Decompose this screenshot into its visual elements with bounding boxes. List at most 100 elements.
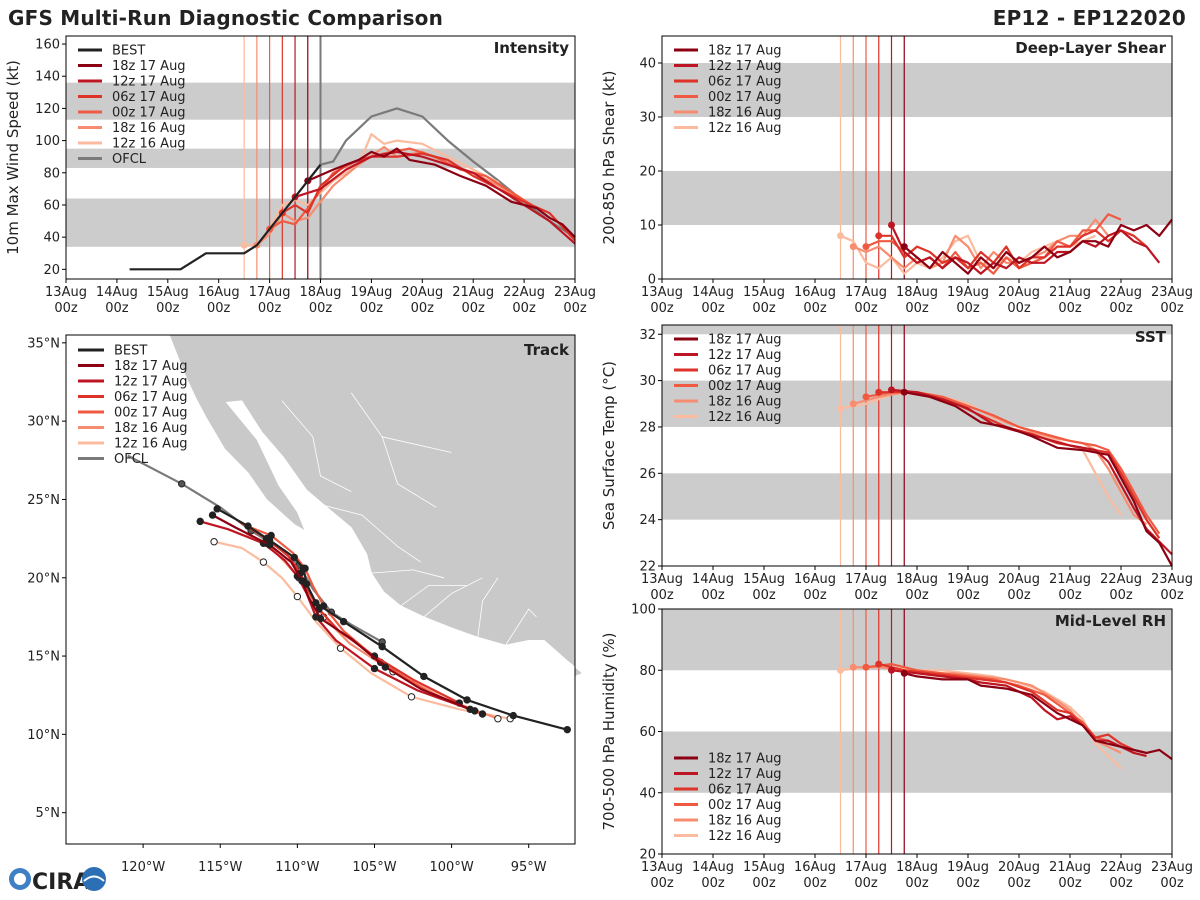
sst-xtick-label: 14Aug bbox=[692, 572, 734, 587]
intensity-ytick-label: 100 bbox=[35, 134, 60, 149]
sst-init-marker bbox=[888, 386, 895, 394]
track-line bbox=[213, 540, 511, 720]
page-title: GFS Multi-Run Diagnostic Comparison bbox=[8, 6, 444, 30]
shear-xtick-label: 14Aug bbox=[692, 285, 734, 300]
intensity-xtick-label: 16Aug bbox=[198, 285, 240, 300]
sst-shade-band bbox=[662, 325, 1172, 335]
track-line bbox=[250, 526, 483, 716]
intensity-legend-label: 12z 17 Aug bbox=[112, 75, 186, 90]
intensity-legend-label: 12z 16 Aug bbox=[112, 137, 186, 152]
sst-xtick-label: 20Aug bbox=[998, 572, 1040, 587]
sst-title: SST bbox=[1135, 328, 1167, 346]
intensity-xtick-label: 00z bbox=[309, 301, 333, 316]
intensity-xtick-label: 00z bbox=[156, 301, 180, 316]
shear-shade-band bbox=[662, 171, 1172, 225]
sst-init-marker bbox=[849, 400, 857, 408]
sst-legend-label: 00z 17 Aug bbox=[708, 379, 782, 394]
sst-xtick-label: 17Aug bbox=[845, 572, 887, 587]
track-point bbox=[494, 715, 502, 723]
track-point bbox=[316, 614, 325, 623]
shear-xtick-label: 00z bbox=[803, 301, 827, 316]
track-xtick-label: 115°W bbox=[198, 860, 242, 875]
intensity-legend-label: 06z 17 Aug bbox=[112, 90, 186, 105]
sst-init-marker bbox=[837, 404, 844, 412]
track-state-border bbox=[350, 392, 437, 508]
sst-xtick-label: 00z bbox=[854, 588, 878, 603]
shear-xtick-label: 00z bbox=[905, 301, 929, 316]
intensity-legend-label: 00z 17 Aug bbox=[112, 106, 186, 121]
intensity-xtick-label: 17Aug bbox=[249, 285, 291, 300]
intensity-xtick-label: 14Aug bbox=[96, 285, 138, 300]
sst-xtick-label: 00z bbox=[905, 588, 929, 603]
rh-legend-label: 12z 16 Aug bbox=[708, 829, 782, 844]
logo-text: CIRA bbox=[32, 870, 90, 895]
track-point bbox=[196, 517, 204, 526]
track-point bbox=[299, 564, 308, 573]
rh-ylabel: 700-500 hPa Humidity (%) bbox=[600, 632, 618, 830]
intensity-xtick-label: 00z bbox=[105, 301, 129, 316]
track-ytick-label: 10°N bbox=[27, 728, 60, 743]
intensity-init-marker bbox=[240, 241, 248, 249]
track-legend-label: BEST bbox=[114, 344, 147, 359]
shear-legend-label: 06z 17 Aug bbox=[708, 75, 782, 90]
track-point bbox=[259, 558, 268, 566]
track-title: Track bbox=[524, 341, 570, 359]
rh-legend-label: 12z 17 Aug bbox=[708, 767, 782, 782]
rh-xtick-label: 00z bbox=[1160, 876, 1184, 891]
track-xtick-label: 110°W bbox=[275, 860, 319, 875]
intensity-ytick-label: 80 bbox=[43, 166, 60, 181]
intensity-ytick-label: 140 bbox=[35, 70, 60, 85]
sst-xtick-label: 00z bbox=[956, 588, 980, 603]
track-ytick-label: 5°N bbox=[36, 806, 61, 821]
shear-xtick-label: 20Aug bbox=[998, 285, 1040, 300]
track-point bbox=[302, 580, 311, 588]
track-frame bbox=[65, 334, 576, 845]
track-point bbox=[265, 536, 274, 544]
rh-init-marker bbox=[862, 663, 870, 671]
storm-id: EP12 - EP122020 bbox=[992, 6, 1186, 30]
intensity-legend-label: 18z 16 Aug bbox=[112, 121, 186, 136]
rh-ytick-label: 40 bbox=[639, 786, 656, 801]
shear-init-marker bbox=[862, 243, 870, 251]
shear-init-marker bbox=[849, 243, 857, 251]
track-ytick-label: 25°N bbox=[27, 493, 60, 508]
intensity-xtick-label: 00z bbox=[512, 301, 536, 316]
track-point bbox=[381, 663, 389, 671]
intensity-xtick-label: 20Aug bbox=[401, 285, 443, 300]
rh-xtick-label: 15Aug bbox=[743, 860, 785, 875]
track-point bbox=[478, 710, 487, 718]
rh-xtick-label: 00z bbox=[854, 876, 878, 891]
track-state-border bbox=[371, 569, 444, 579]
shear-ylabel: 200-850 hPa Shear (kt) bbox=[600, 71, 618, 245]
rh-xtick-label: 21Aug bbox=[1049, 860, 1091, 875]
rh-init-marker bbox=[875, 660, 883, 668]
track-point bbox=[407, 693, 416, 701]
rh-xtick-label: 16Aug bbox=[794, 860, 836, 875]
track-point bbox=[463, 696, 471, 704]
rh-init-marker bbox=[837, 666, 844, 674]
rh-xtick-label: 00z bbox=[1058, 876, 1082, 891]
track-point bbox=[370, 664, 379, 673]
sst-ytick-label: 22 bbox=[639, 560, 656, 575]
shear-ytick-label: 0 bbox=[648, 273, 656, 288]
track-ytick-label: 15°N bbox=[27, 650, 60, 665]
track-point bbox=[213, 505, 221, 513]
shear-legend-label: 18z 16 Aug bbox=[708, 106, 782, 121]
track-ytick-label: 30°N bbox=[27, 415, 60, 430]
shear-xtick-label: 00z bbox=[1109, 301, 1133, 316]
track-point bbox=[420, 672, 428, 681]
shear-xtick-label: 19Aug bbox=[947, 285, 989, 300]
intensity-legend-label: BEST bbox=[112, 44, 145, 59]
sst-xtick-label: 23Aug bbox=[1151, 572, 1193, 587]
track-point bbox=[208, 511, 217, 519]
intensity-xtick-label: 22Aug bbox=[503, 285, 545, 300]
track-point bbox=[378, 642, 386, 651]
intensity-xtick-label: 19Aug bbox=[350, 285, 392, 300]
cira-logo-icon: CIRA bbox=[9, 867, 106, 895]
intensity-xtick-label: 21Aug bbox=[452, 285, 494, 300]
intensity-xtick-label: 00z bbox=[462, 301, 486, 316]
shear-title: Deep-Layer Shear bbox=[1015, 39, 1166, 57]
sst-xtick-label: 22Aug bbox=[1100, 572, 1142, 587]
sst-xtick-label: 00z bbox=[701, 588, 725, 603]
sst-xtick-label: 18Aug bbox=[896, 572, 938, 587]
